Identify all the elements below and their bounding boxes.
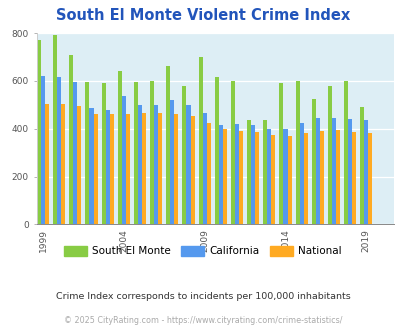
Bar xyxy=(73,82,77,224)
Bar xyxy=(262,120,266,224)
Bar xyxy=(287,136,291,224)
Bar xyxy=(186,105,190,224)
Bar xyxy=(251,125,255,224)
Bar xyxy=(122,96,126,224)
Bar xyxy=(57,77,61,224)
Bar xyxy=(53,35,57,224)
Text: © 2025 CityRating.com - https://www.cityrating.com/crime-statistics/: © 2025 CityRating.com - https://www.city… xyxy=(64,316,341,325)
Bar xyxy=(190,115,194,224)
Bar xyxy=(279,83,283,224)
Bar xyxy=(202,113,206,224)
Bar xyxy=(93,115,97,224)
Bar xyxy=(61,104,65,224)
Bar xyxy=(134,82,138,224)
Bar xyxy=(222,129,226,224)
Bar xyxy=(154,105,158,224)
Bar xyxy=(299,123,303,224)
Bar xyxy=(230,81,234,224)
Bar xyxy=(45,104,49,224)
Bar xyxy=(363,120,367,224)
Bar xyxy=(126,115,130,224)
Bar xyxy=(335,130,339,224)
Bar xyxy=(170,100,174,224)
Bar xyxy=(347,119,351,224)
Bar xyxy=(89,108,93,224)
Bar xyxy=(283,129,287,224)
Bar xyxy=(239,131,243,224)
Bar xyxy=(37,40,41,224)
Bar xyxy=(331,118,335,224)
Bar xyxy=(315,118,319,224)
Text: South El Monte Violent Crime Index: South El Monte Violent Crime Index xyxy=(56,8,349,23)
Bar xyxy=(319,131,323,224)
Bar xyxy=(198,57,202,224)
Bar xyxy=(101,83,105,224)
Bar xyxy=(303,134,307,224)
Bar xyxy=(327,86,331,224)
Bar xyxy=(206,123,210,224)
Bar xyxy=(266,129,271,224)
Bar xyxy=(69,54,73,224)
Bar xyxy=(41,76,45,224)
Bar xyxy=(351,132,355,224)
Bar xyxy=(311,99,315,224)
Text: Crime Index corresponds to incidents per 100,000 inhabitants: Crime Index corresponds to incidents per… xyxy=(55,292,350,301)
Bar xyxy=(214,77,218,224)
Bar xyxy=(117,71,121,224)
Bar xyxy=(343,81,347,224)
Bar xyxy=(182,86,186,224)
Bar xyxy=(255,132,259,224)
Legend: South El Monte, California, National: South El Monte, California, National xyxy=(60,242,345,260)
Bar xyxy=(150,81,154,224)
Bar xyxy=(138,105,142,224)
Bar xyxy=(174,115,178,224)
Bar xyxy=(109,115,113,224)
Bar xyxy=(247,120,251,224)
Bar xyxy=(142,113,146,224)
Bar xyxy=(367,134,371,224)
Bar xyxy=(271,135,275,224)
Bar xyxy=(234,124,239,224)
Bar xyxy=(166,67,170,224)
Bar xyxy=(77,106,81,224)
Bar xyxy=(218,125,222,224)
Bar xyxy=(105,110,109,224)
Bar xyxy=(359,107,363,224)
Bar xyxy=(295,81,299,224)
Bar xyxy=(158,113,162,224)
Bar xyxy=(85,82,89,224)
